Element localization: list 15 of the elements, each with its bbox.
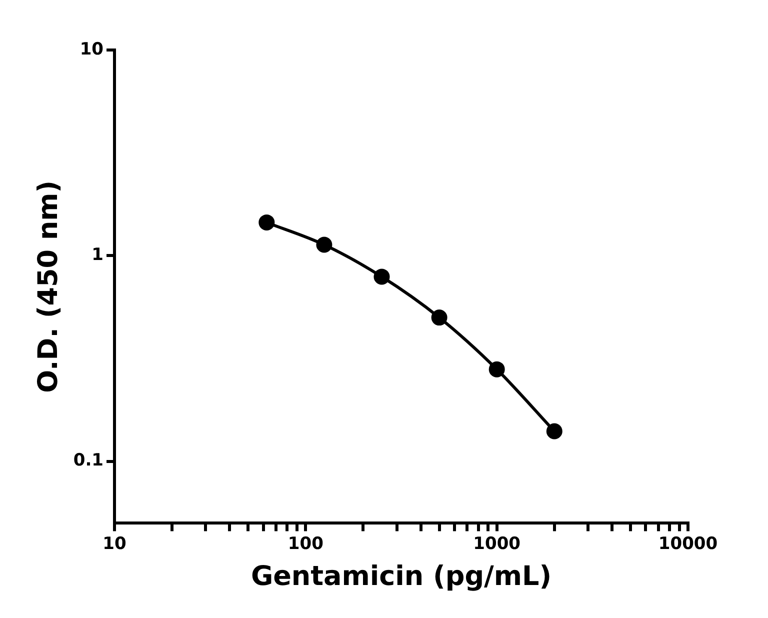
x-tick-label: 10000: [658, 534, 718, 554]
x-tick-label: 10: [102, 534, 127, 554]
point: [431, 310, 448, 326]
y-axis-title: O.D. (450 nm): [33, 180, 64, 393]
point: [258, 214, 275, 230]
x-tick-label: 100: [288, 534, 324, 554]
point: [488, 361, 505, 378]
y-tick-label: 0.1: [73, 450, 104, 471]
y-tick-label: 10: [80, 39, 104, 60]
point: [546, 423, 562, 440]
point: [316, 236, 332, 253]
point: [374, 268, 390, 285]
x-axis-title: Gentamicin (pg/mL): [250, 560, 552, 592]
x-tick-label: 1000: [473, 534, 521, 554]
y-tick-label: 1: [92, 245, 104, 266]
